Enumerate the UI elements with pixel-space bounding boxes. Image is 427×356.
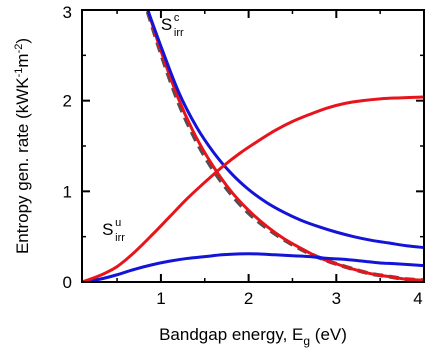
y-axis-label: Entropy gen. rate (kWK-1m-2) xyxy=(13,38,32,254)
y-axis-label-main: Entropy gen. rate (kWK xyxy=(13,77,32,254)
annotation-sup: u xyxy=(115,217,121,229)
y-axis-label-tail: ) xyxy=(13,38,32,44)
annotation-main: S xyxy=(161,15,172,34)
annotation-sub: irr xyxy=(174,27,184,39)
series-line-blue-hump xyxy=(82,252,424,282)
y-tick-label-0: 0 xyxy=(63,273,72,292)
x-tick-label-4: 4 xyxy=(413,289,422,308)
series-line-blue-falling xyxy=(146,10,424,250)
x-axis-label-tail: (eV) xyxy=(310,325,347,344)
annotation-main: S xyxy=(102,220,113,239)
x-tick-label-1: 1 xyxy=(156,289,165,308)
series-line-red-falling xyxy=(146,10,424,282)
annotation-sup: c xyxy=(174,12,180,24)
series-layer xyxy=(82,10,424,282)
x-tick-label-2: 2 xyxy=(244,289,253,308)
y-axis-label-sup2: -2 xyxy=(13,44,25,54)
y-tick-label-1: 1 xyxy=(63,182,72,201)
annotation-sub: irr xyxy=(115,232,125,244)
series-line-red-rising xyxy=(82,95,424,282)
x-tick-label-3: 3 xyxy=(332,289,341,308)
x-axis-label-main: Bandgap energy, E xyxy=(159,325,303,344)
y-tick-label-3: 3 xyxy=(63,3,72,22)
y-axis-label-mid: m xyxy=(13,53,32,67)
y-axis-label-sup1: -1 xyxy=(13,68,25,78)
x-axis-label: Bandgap energy, Eg (eV) xyxy=(159,325,347,348)
x-axis-label-sub: g xyxy=(303,334,310,348)
y-tick-label-2: 2 xyxy=(63,92,72,111)
axes-layer: 1 2 3 4 0 1 2 3 Bandgap energy, Eg (eV) Entropy g… xyxy=(13,3,425,348)
